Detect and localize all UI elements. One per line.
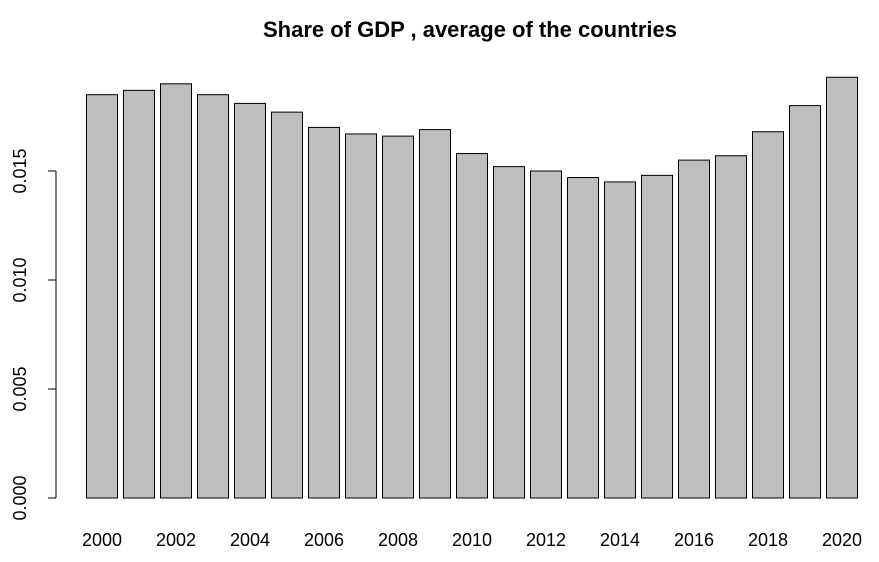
bar-2010 — [456, 153, 488, 499]
x-tick-label: 2002 — [156, 530, 196, 550]
x-tick-label: 2000 — [82, 530, 122, 550]
bar-2005 — [271, 111, 303, 499]
bar-2015 — [641, 174, 673, 499]
bar-2009 — [419, 129, 451, 499]
bar-2000 — [86, 94, 118, 499]
x-tick-label: 2018 — [748, 530, 788, 550]
bar-2013 — [567, 177, 599, 499]
bar-2002 — [160, 83, 192, 499]
bar-2014 — [604, 181, 636, 499]
bar-2004 — [234, 102, 266, 499]
y-tick-label: 0.015 — [10, 148, 30, 193]
x-axis-labels: 2000 2002 2004 2006 2008 2010 2012 2014 2016 2018… — [82, 530, 862, 550]
bar-2012 — [530, 170, 562, 499]
bar-2018 — [752, 131, 784, 499]
bars — [86, 76, 858, 499]
y-tick-label: 0.005 — [10, 366, 30, 411]
bar-2011 — [493, 166, 525, 499]
chart-title: Share of GDP , average of the countries — [263, 17, 677, 42]
bar-2003 — [197, 94, 229, 499]
y-tick-label: 0.010 — [10, 257, 30, 302]
y-axis: 0.000 0.005 0.010 0.015 — [10, 148, 57, 521]
x-tick-label: 2006 — [304, 530, 344, 550]
bar-2006 — [308, 126, 340, 499]
x-tick-label: 2014 — [600, 530, 640, 550]
y-tick-label: 0.000 — [10, 475, 30, 520]
bar-2020 — [826, 76, 858, 499]
bar-2007 — [345, 133, 377, 499]
bar-2001 — [123, 89, 155, 499]
bar-2019 — [789, 105, 821, 499]
bar-2008 — [382, 135, 414, 499]
x-tick-label: 2016 — [674, 530, 714, 550]
x-tick-label: 2008 — [378, 530, 418, 550]
bar-2017 — [715, 155, 747, 499]
bar-2016 — [678, 159, 710, 499]
x-tick-label: 2020 — [822, 530, 862, 550]
x-tick-label: 2004 — [230, 530, 270, 550]
x-tick-label: 2010 — [452, 530, 492, 550]
x-tick-label: 2012 — [526, 530, 566, 550]
